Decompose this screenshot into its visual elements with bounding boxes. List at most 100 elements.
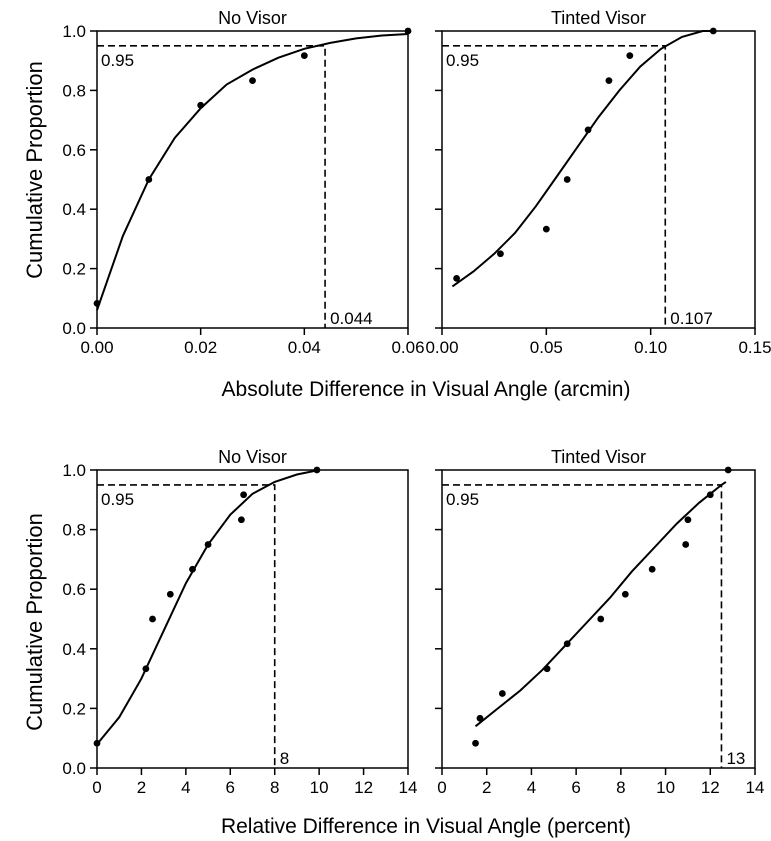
- bottom-left-reference-line: [97, 484, 276, 768]
- bottom-left-x-tick-label: 6: [226, 778, 235, 797]
- top-right-reference-line: [442, 45, 667, 328]
- top-left-plot-frame: [96, 30, 409, 329]
- top-left-reference-x-label: 0.044: [330, 309, 373, 328]
- top-right-x-tick-label: 0.15: [738, 338, 771, 357]
- top-left-x-tick-label: 0.06: [391, 338, 424, 357]
- top-left-x-tick-label: 0.02: [184, 338, 217, 357]
- bottom-left-x-tick-label: 10: [310, 778, 329, 797]
- bottom-right-x-tick-label: 0: [437, 778, 446, 797]
- bottom-right-panel: Tinted Visor 0 2 4 6 8 10 12 14 0.95 13: [435, 447, 764, 797]
- bottom-left-x-tick-label: 2: [137, 778, 146, 797]
- bottom-left-y-tick-label: 0.4: [62, 640, 86, 659]
- bottom-left-reference-x-label: 8: [280, 749, 289, 768]
- top-left-data-point: [249, 77, 256, 84]
- bottom-right-x-tick-label: 4: [527, 778, 536, 797]
- top-right-data-point: [497, 250, 504, 258]
- top-right-x-tick-label: 0.10: [634, 338, 667, 357]
- bottom-left-data-point: [204, 541, 212, 548]
- bottom-right-title: Tinted Visor: [551, 447, 646, 467]
- bottom-left-data-point: [142, 665, 150, 673]
- bottom-right-data-point: [472, 739, 479, 747]
- top-right-data-point: [584, 126, 592, 134]
- top-left-y-tick-label: 0.2: [62, 260, 86, 279]
- top-right-data-point: [563, 176, 571, 183]
- bottom-right-plot-frame: [441, 469, 756, 769]
- bottom-left-panel: No Visor 0.0 0.2 0.4 0.6 0.8 1.0 0 2 4 6 8 10 12 14 0.9…: [62, 447, 417, 797]
- top-right-data-point: [542, 225, 550, 233]
- bottom-left-title: No Visor: [218, 447, 287, 467]
- top-left-reference-y-label: 0.95: [101, 51, 134, 70]
- top-left-data-point: [145, 176, 153, 183]
- top-left-y-tick-label: 0.8: [62, 81, 86, 100]
- bottom-right-reference-x-label: 13: [726, 749, 745, 768]
- top-right-data-point: [453, 275, 461, 282]
- top-left-y-tick-label: 0.4: [62, 200, 86, 219]
- bottom-left-fit-curve: [96, 469, 320, 745]
- bottom-left-y-tick-label: 0.2: [62, 699, 86, 718]
- bottom-right-data-point: [621, 590, 629, 598]
- top-right-data-point: [605, 77, 613, 84]
- top-left-data-point: [93, 299, 101, 307]
- bottom-right-x-tick-label: 14: [746, 778, 765, 797]
- top-left-x-tick-label: 0.00: [80, 338, 113, 357]
- top-right-reference-y-label: 0.95: [446, 51, 479, 70]
- bottom-left-data-point: [149, 615, 156, 623]
- top-right-x-tick-label: 0.05: [530, 338, 563, 357]
- bottom-right-data-point: [543, 665, 551, 673]
- bottom-left-y-tick-label: 0.8: [62, 521, 86, 540]
- bottom-right-data-point: [597, 615, 605, 623]
- bottom-right-data-point: [684, 516, 692, 524]
- top-right-plot-frame: [441, 30, 756, 329]
- top-left-panel: No Visor 0.0 0.2 0.4 0.6 0.8 1.0 0.00 0.02 0.04 0.…: [62, 8, 424, 357]
- bottom-right-x-tick-label: 6: [571, 778, 580, 797]
- bottom-left-x-tick-label: 8: [270, 778, 279, 797]
- bottom-left-data-point: [166, 590, 174, 598]
- bottom-right-reference-y-label: 0.95: [446, 490, 479, 509]
- bottom-x-axis-label: Relative Difference in Visual Angle (per…: [221, 815, 631, 838]
- bottom-left-y-tick-label: 0.6: [62, 580, 86, 599]
- bottom-right-data-point: [706, 491, 714, 499]
- top-right-reference-x-label: 0.107: [670, 309, 713, 328]
- top-left-y-tick-label: 1.0: [62, 22, 86, 41]
- top-right-data-point: [626, 52, 634, 60]
- top-left-y-tick-label: 0.6: [62, 141, 86, 160]
- bottom-left-data-point: [189, 565, 196, 573]
- bottom-right-fit-curve: [474, 481, 727, 728]
- bottom-right-reference-line: [442, 484, 723, 768]
- bottom-left-data-point: [237, 516, 245, 524]
- bottom-left-y-tick-label: 0.0: [62, 759, 86, 778]
- top-left-y-tick-label: 0.0: [62, 319, 86, 338]
- top-left-data-point: [197, 101, 205, 109]
- bottom-right-data-point: [724, 466, 732, 474]
- top-right-data-point: [709, 27, 717, 35]
- bottom-left-data-point: [240, 491, 248, 499]
- top-left-reference-line: [97, 45, 326, 328]
- bottom-left-y-tick-label: 1.0: [62, 461, 86, 480]
- bottom-left-x-tick-label: 4: [181, 778, 190, 797]
- top-x-axis-label: Absolute Difference in Visual Angle (arc…: [222, 378, 631, 401]
- top-left-title: No Visor: [218, 8, 287, 28]
- top-right-title: Tinted Visor: [551, 8, 646, 28]
- bottom-left-plot-frame: [96, 469, 409, 769]
- top-y-axis-label: Cumulative Proportion: [22, 61, 47, 279]
- bottom-y-axis-label: Cumulative Proportion: [22, 513, 47, 731]
- bottom-left-data-point: [313, 466, 321, 474]
- top-left-data-point: [404, 27, 412, 35]
- bottom-left-x-tick-label: 0: [92, 778, 101, 797]
- bottom-right-x-tick-label: 2: [482, 778, 491, 797]
- bottom-right-data-point: [498, 690, 506, 697]
- top-right-fit-curve: [451, 30, 714, 288]
- bottom-right-data-point: [563, 640, 571, 648]
- bottom-right-x-tick-label: 10: [656, 778, 675, 797]
- bottom-right-data-point: [682, 541, 690, 548]
- bottom-left-x-tick-label: 14: [399, 778, 418, 797]
- top-left-data-point: [300, 52, 308, 60]
- top-right-x-tick-label: 0.00: [425, 338, 458, 357]
- bottom-left-data-point: [93, 739, 101, 747]
- top-left-fit-curve: [96, 33, 409, 311]
- bottom-right-x-tick-label: 12: [701, 778, 720, 797]
- top-right-panel: Tinted Visor 0.00 0.05 0.10 0.15 0.95 0.107: [425, 8, 771, 357]
- bottom-right-x-tick-label: 8: [616, 778, 625, 797]
- top-left-x-tick-label: 0.04: [288, 338, 321, 357]
